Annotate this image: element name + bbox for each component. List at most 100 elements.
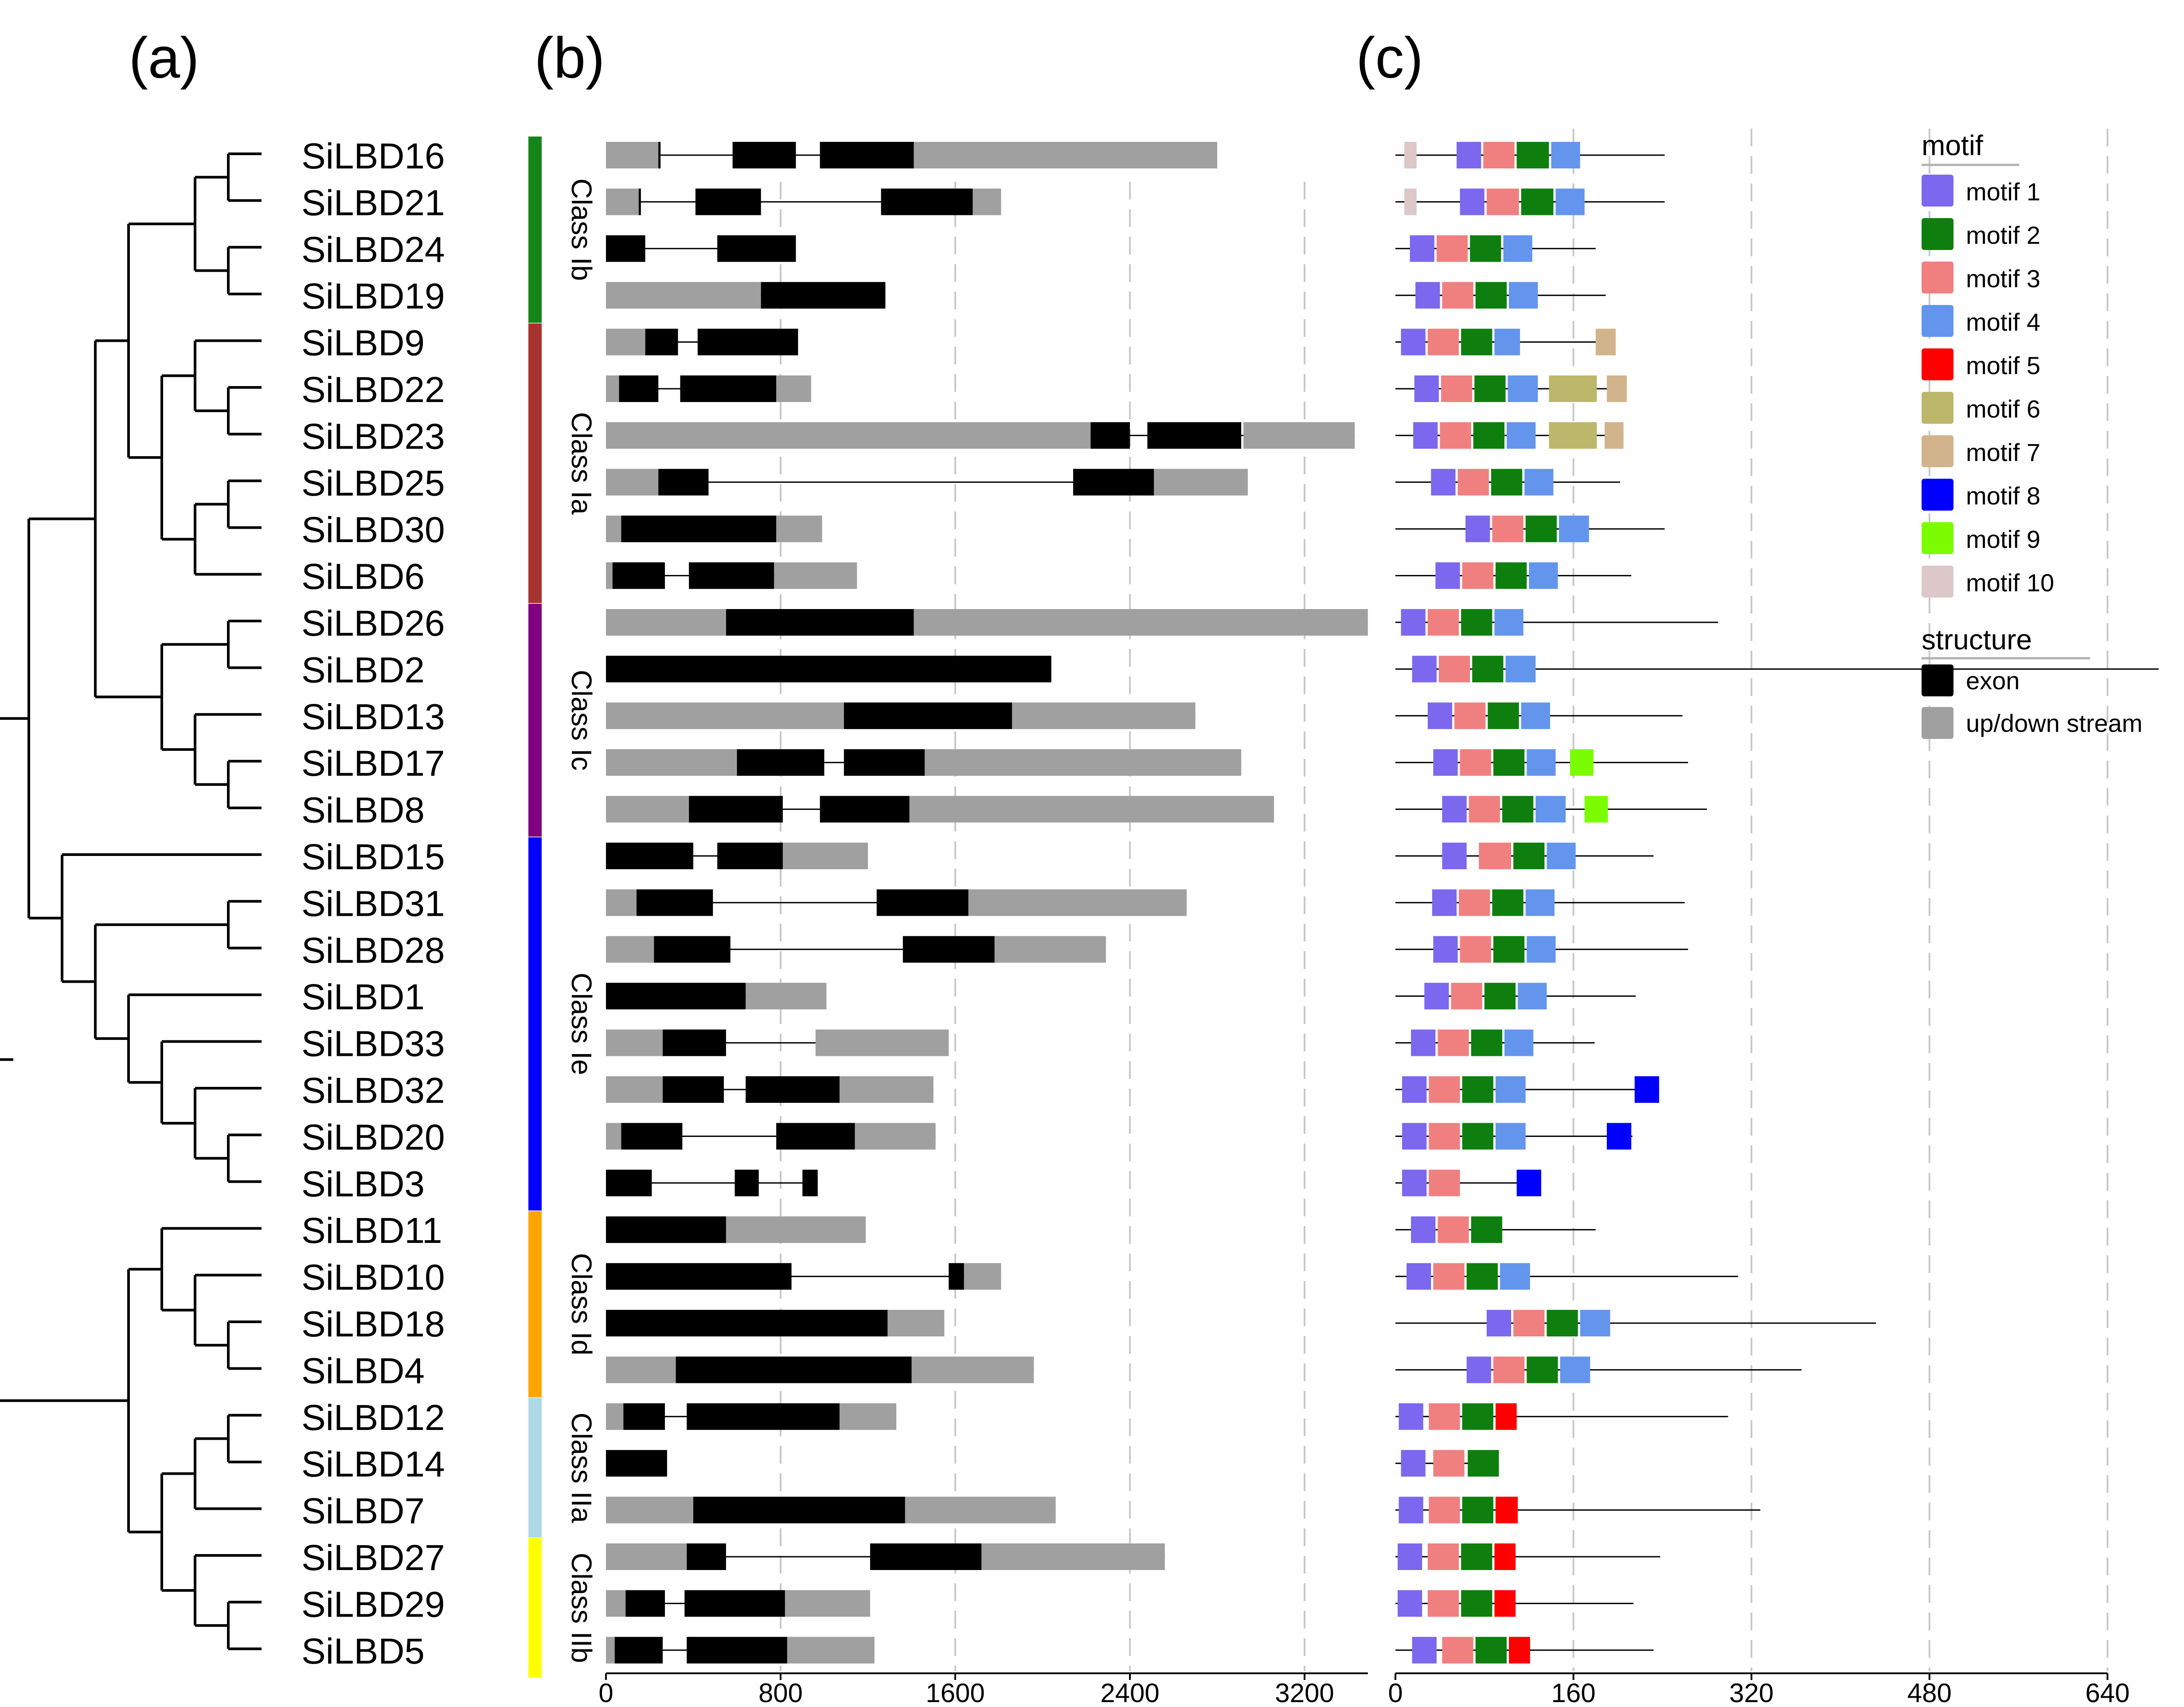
axis-tick-label: 320: [1729, 1678, 1774, 1707]
utr-block: [968, 889, 1187, 916]
motif-box: [1466, 1356, 1491, 1383]
utr-block: [839, 1403, 897, 1430]
utr-block: [606, 422, 1091, 449]
exon-block: [621, 1123, 683, 1150]
motif-box: [1466, 1263, 1498, 1290]
gene-label: SiLBD12: [301, 1398, 445, 1438]
class-bars: Class Ib Class Ia Class Ic Class Ie Class Id…: [528, 137, 598, 1678]
axis-tick-label: 1600: [926, 1678, 985, 1707]
exon-block: [687, 1403, 840, 1430]
motif-box: [1461, 609, 1492, 636]
motif-box: [1524, 469, 1554, 496]
exon-block: [695, 188, 761, 215]
motif-box: [1580, 1310, 1610, 1336]
exon-block: [606, 1263, 792, 1290]
motif-box: [1509, 1637, 1530, 1664]
exon-block: [680, 375, 777, 402]
motif-box: [1410, 235, 1434, 262]
motif-box: [1470, 235, 1501, 262]
utr-block: [1243, 422, 1355, 449]
exon-block: [876, 889, 969, 916]
exon-block: [606, 1310, 888, 1336]
legend-label: exon: [1966, 667, 2020, 695]
gene-labels: SiLBD16 SiLBD21 SiLBD24 SiLBD19 SiLBD9 SiLBD2…: [301, 136, 445, 1672]
motif-box: [1427, 328, 1459, 355]
motif-box: [1494, 328, 1520, 355]
motif-box: [1508, 375, 1538, 402]
utr-block: [606, 609, 726, 636]
legend-swatch: [1922, 218, 1953, 250]
exon-block: [903, 936, 995, 963]
motif-box: [1595, 328, 1616, 355]
class-label: Class Ie: [566, 973, 598, 1075]
utr-block: [887, 1310, 945, 1336]
utr-block: [606, 796, 689, 823]
motif-box: [1521, 188, 1554, 215]
motif-box: [1529, 562, 1558, 589]
motif-box: [1502, 796, 1534, 823]
motif-box: [1535, 796, 1566, 823]
utr-block: [746, 983, 827, 1010]
class-bar: [528, 837, 542, 1211]
motif-box: [1462, 1496, 1493, 1523]
exon-block: [606, 983, 746, 1010]
class-bar: [528, 323, 542, 603]
utr-block: [776, 516, 822, 543]
utr-block: [606, 562, 613, 589]
legend-label: motif 9: [1966, 525, 2040, 553]
legend-label: motif 6: [1966, 395, 2040, 423]
axis-tick-label: 0: [1388, 1678, 1403, 1707]
motif-box: [1429, 1169, 1460, 1196]
motif-box: [1429, 1123, 1460, 1150]
gene-label: SiLBD1: [301, 977, 425, 1017]
exon-block: [606, 1216, 726, 1243]
gene-label: SiLBD30: [301, 510, 445, 550]
motif-box: [1495, 1076, 1526, 1103]
legend-label: motif 1: [1966, 178, 2040, 206]
motif-box: [1516, 1169, 1541, 1196]
gene-label: SiLBD21: [301, 183, 445, 223]
utr-block: [606, 469, 659, 496]
exon-block: [1090, 422, 1130, 449]
utr-block: [911, 142, 1217, 168]
motif-box: [1516, 142, 1549, 168]
motif-box: [1460, 936, 1491, 963]
motif-box: [1442, 1637, 1473, 1664]
utr-block: [606, 936, 654, 963]
gene-label: SiLBD6: [301, 557, 425, 597]
gene-label: SiLBD19: [301, 276, 445, 316]
utr-block: [837, 1076, 934, 1103]
motif-box: [1468, 1450, 1499, 1477]
gene-label: SiLBD16: [301, 136, 445, 176]
motif-box: [1549, 422, 1597, 449]
gene-label: SiLBD7: [301, 1491, 425, 1531]
motif-box: [1433, 749, 1458, 776]
exon-block: [844, 702, 1012, 729]
motif-box: [1488, 702, 1519, 729]
class-label: Class Ic: [566, 670, 598, 771]
exon-block: [612, 562, 665, 589]
exon-block: [663, 1076, 724, 1103]
gene-label: SiLBD31: [301, 883, 445, 924]
motif-box: [1527, 1356, 1558, 1383]
exon-block: [737, 749, 824, 776]
gene-label: SiLBD25: [301, 463, 445, 504]
motif-box: [1551, 142, 1580, 168]
utr-block: [606, 1029, 663, 1056]
motif-box: [1495, 1403, 1517, 1430]
utr-block: [606, 1123, 621, 1150]
exon-block: [732, 142, 796, 168]
utr-block: [606, 1496, 693, 1523]
axis-tick-label: 160: [1551, 1678, 1596, 1707]
exon-block: [623, 1403, 665, 1430]
exon-block: [619, 375, 659, 402]
class-bar: [528, 137, 542, 323]
utr-block: [994, 936, 1106, 963]
motif-box: [1472, 656, 1504, 683]
motif-panel: 0 160 320 480 640: [1388, 129, 2159, 1707]
motif-box: [1404, 142, 1417, 168]
legend-swatch: [1922, 262, 1953, 293]
exon-block: [717, 843, 783, 869]
motif-box: [1473, 422, 1504, 449]
